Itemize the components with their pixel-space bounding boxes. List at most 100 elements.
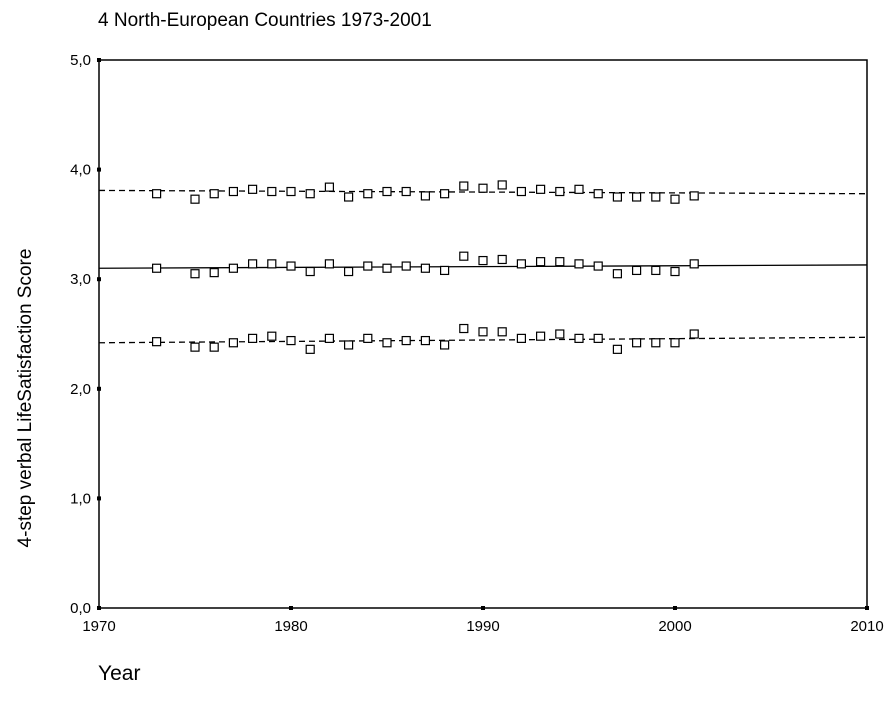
- data-point: [209, 268, 219, 278]
- y-tick-label: 4,0: [70, 162, 91, 179]
- data-point: [651, 338, 661, 348]
- data-point: [651, 192, 661, 202]
- data-point: [555, 257, 565, 267]
- data-point: [612, 344, 623, 354]
- y-tick-mark: [97, 606, 101, 610]
- data-point: [651, 265, 661, 276]
- data-point: [459, 181, 469, 191]
- data-point: [267, 331, 277, 341]
- data-point: [631, 192, 642, 202]
- data-point: [344, 340, 354, 350]
- x-axis-label: Year: [98, 662, 141, 685]
- data-point: [324, 333, 334, 343]
- data-point: [670, 338, 680, 348]
- data-points: [152, 180, 699, 354]
- data-point: [152, 189, 162, 199]
- y-tick-label: 2,0: [70, 381, 91, 398]
- data-point: [190, 194, 200, 204]
- data-point: [286, 335, 296, 346]
- x-tick-label: 1990: [466, 618, 499, 635]
- data-point: [152, 263, 162, 273]
- data-point: [363, 261, 373, 271]
- y-tick-label: 0,0: [70, 600, 91, 617]
- data-point: [286, 261, 296, 271]
- y-tick-mark: [97, 58, 101, 62]
- data-point: [228, 186, 238, 197]
- data-point: [478, 183, 488, 193]
- data-point: [670, 266, 680, 277]
- x-tick-mark: [481, 606, 485, 610]
- data-point: [267, 186, 277, 197]
- y-tick-mark: [97, 386, 101, 391]
- data-point: [382, 263, 392, 273]
- data-point: [420, 263, 430, 273]
- data-point: [631, 338, 642, 348]
- data-point: [344, 266, 354, 277]
- x-tick-mark: [865, 606, 869, 610]
- data-point: [228, 263, 238, 273]
- data-point: [689, 259, 699, 269]
- data-point: [593, 333, 603, 343]
- data-point: [612, 269, 623, 279]
- axes: 1970 1980 1990 2000 2010 0,0 1,0 2,0 3,0 4,0 5,0: [70, 52, 884, 635]
- x-tick-label: 2000: [658, 618, 691, 635]
- data-point: [420, 191, 430, 201]
- data-point: [574, 184, 584, 194]
- data-point: [382, 338, 392, 348]
- trend-lines: [98, 189, 868, 344]
- data-point: [209, 189, 219, 199]
- data-point: [267, 259, 277, 269]
- x-tick-label: 2010: [850, 618, 883, 635]
- data-point: [535, 184, 546, 194]
- data-point: [152, 337, 162, 347]
- trend-line-2: [98, 264, 868, 269]
- data-point: [612, 192, 623, 202]
- data-point: [535, 257, 546, 267]
- trend-line-3: [98, 336, 868, 344]
- data-point: [401, 261, 411, 271]
- data-point: [190, 269, 200, 279]
- data-point: [516, 259, 527, 269]
- y-tick-label: 3,0: [70, 271, 91, 288]
- data-point: [228, 338, 238, 348]
- data-point: [305, 344, 315, 354]
- y-tick-mark: [97, 277, 101, 282]
- data-point: [497, 254, 507, 265]
- data-point: [631, 265, 642, 276]
- data-point: [593, 261, 603, 271]
- data-point: [478, 255, 488, 266]
- x-tick-label: 1970: [82, 618, 115, 635]
- y-tick-label: 1,0: [70, 490, 91, 507]
- data-point: [363, 189, 373, 199]
- data-point: [459, 323, 469, 334]
- data-point: [248, 333, 258, 343]
- data-point: [286, 186, 296, 197]
- data-point: [248, 259, 258, 269]
- data-point: [459, 251, 469, 261]
- data-point: [401, 186, 411, 197]
- data-point: [670, 194, 680, 204]
- data-point: [324, 259, 334, 269]
- data-point: [420, 335, 430, 346]
- data-point: [516, 186, 527, 197]
- data-point: [324, 182, 334, 192]
- data-point: [555, 186, 565, 197]
- x-tick-mark: [289, 606, 293, 610]
- y-tick-mark: [97, 167, 101, 172]
- data-point: [305, 266, 315, 277]
- data-point: [440, 340, 450, 350]
- data-point: [248, 184, 258, 194]
- y-tick-label: 5,0: [70, 52, 91, 69]
- data-point: [440, 265, 450, 276]
- x-tick-label: 1980: [274, 618, 307, 635]
- y-tick-mark: [97, 496, 101, 501]
- data-point: [344, 192, 354, 202]
- data-point: [535, 331, 546, 341]
- data-point: [516, 333, 527, 343]
- data-point: [689, 191, 699, 201]
- chart-title: 4 North-European Countries 1973-2001: [98, 10, 432, 31]
- data-point: [440, 189, 450, 199]
- data-point: [497, 327, 507, 337]
- data-point: [478, 327, 488, 337]
